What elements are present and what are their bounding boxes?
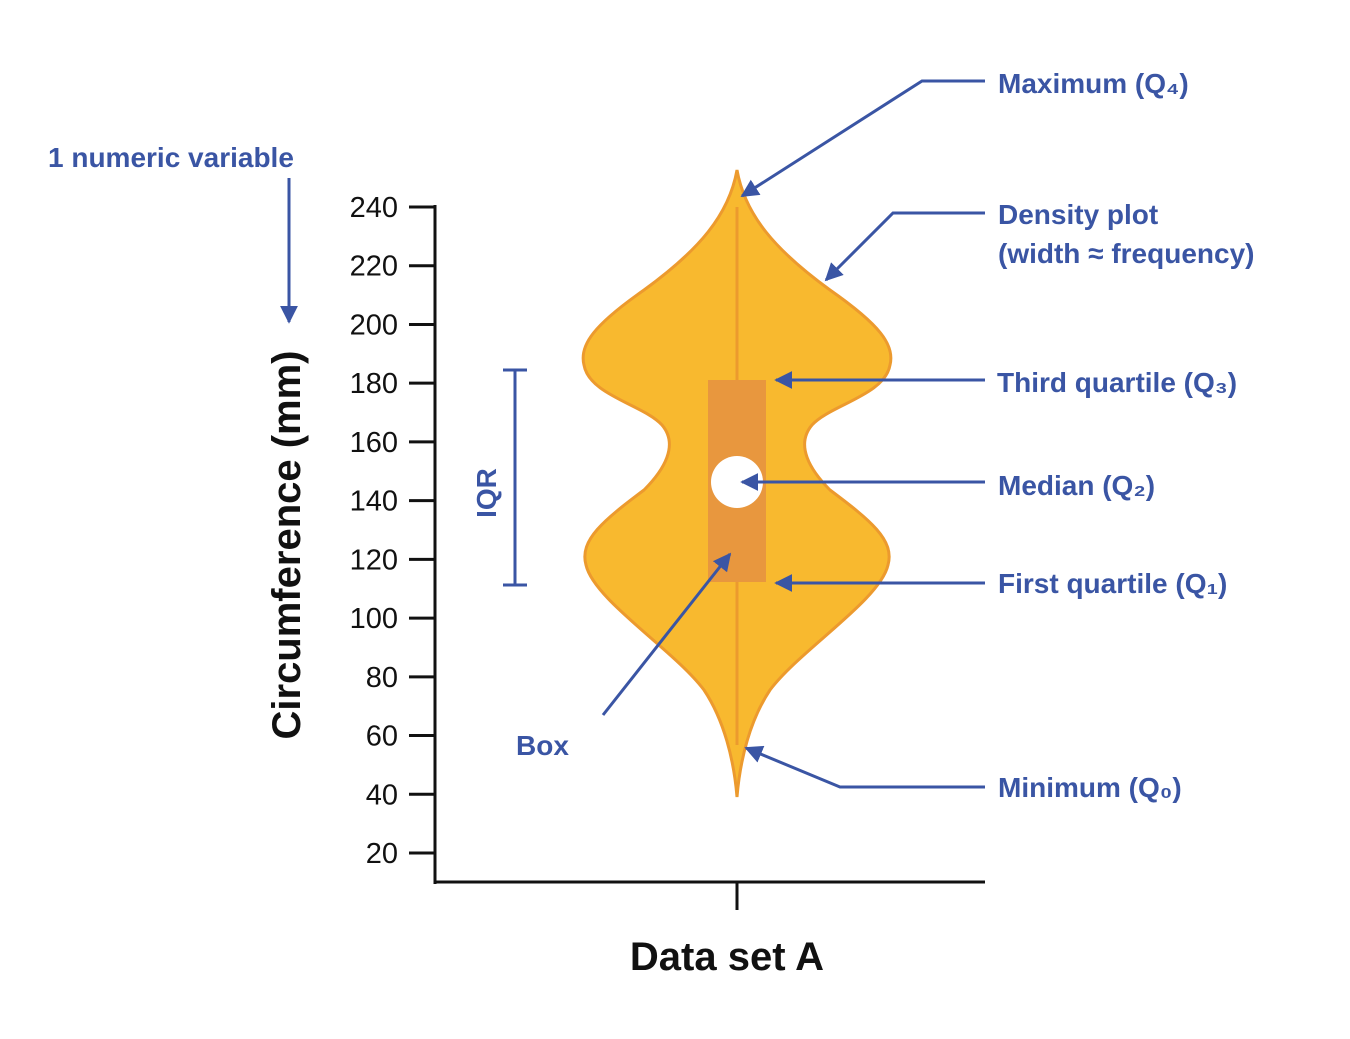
y-tick-label: 100 [350, 603, 398, 635]
y-tick-label: 140 [350, 486, 398, 518]
box-label: Box [516, 730, 569, 761]
maximum-label: Maximum (Q₄) [998, 68, 1189, 99]
minimum-arrow [744, 745, 985, 789]
y-tick-label: 80 [366, 662, 398, 694]
y-tick-label: 120 [350, 544, 398, 576]
x-axis-title: Data set A [630, 935, 824, 979]
y-axis-title: Circumference (mm) [265, 350, 309, 739]
iqr-bracket [503, 368, 527, 587]
y-tick-label: 200 [350, 309, 398, 341]
y-tick-label: 180 [350, 368, 398, 400]
density-arrow [824, 211, 985, 282]
density-label-line1: Density plot [998, 199, 1158, 230]
y-tick-label: 60 [366, 721, 398, 753]
median-marker [711, 456, 763, 508]
median-label: Median (Q₂) [998, 470, 1155, 501]
y-tick-label: 240 [350, 192, 398, 224]
maximum-arrow [740, 79, 985, 198]
y-tick-label: 160 [350, 427, 398, 459]
iqr-label: IQR [471, 468, 502, 518]
q3-label: Third quartile (Q₃) [997, 367, 1237, 398]
y-axis-ticks: 20 40 60 80 100 120 140 160 180 200 220 240 [350, 192, 435, 870]
variable-annotation: 1 numeric variable [48, 142, 294, 173]
y-tick-label: 40 [366, 779, 398, 811]
y-tick-label: 20 [366, 838, 398, 870]
minimum-label: Minimum (Q₀) [998, 772, 1182, 803]
y-tick-label: 220 [350, 251, 398, 283]
density-label-line2: (width ≈ frequency) [998, 238, 1254, 269]
q1-label: First quartile (Q₁) [998, 568, 1227, 599]
box-arrow [601, 552, 732, 716]
